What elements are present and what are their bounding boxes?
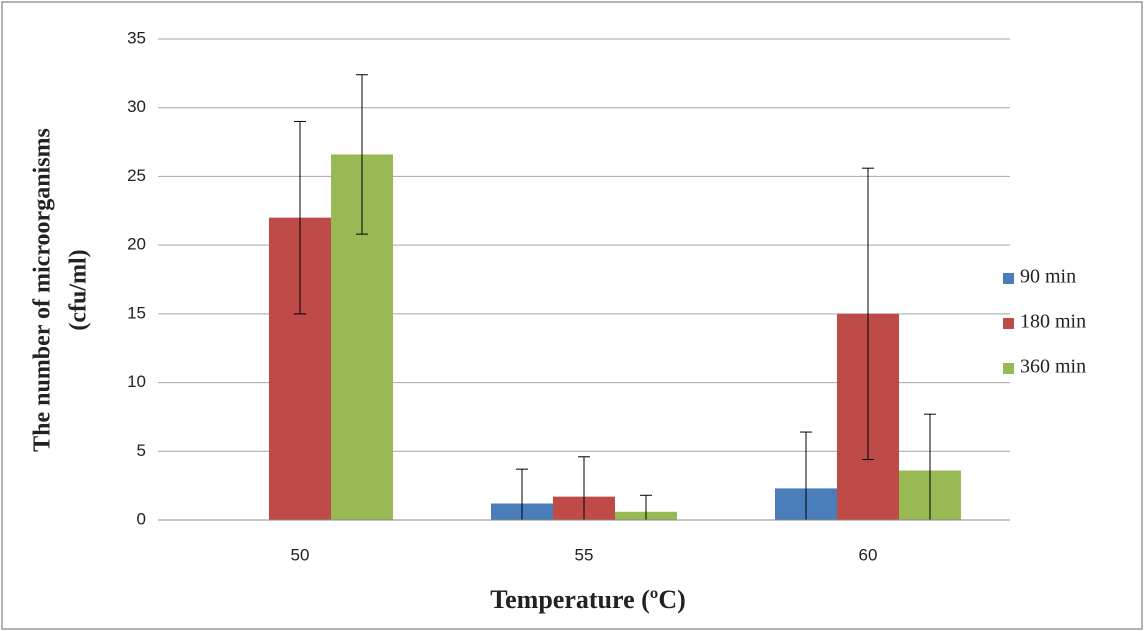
y-tick-label: 20 xyxy=(127,235,146,254)
y-tick-label: 25 xyxy=(127,166,146,185)
legend-swatch xyxy=(1003,363,1014,374)
legend-label: 90 min xyxy=(1020,266,1076,288)
x-tick-label: 60 xyxy=(859,545,878,564)
y-tick-label: 0 xyxy=(137,509,146,528)
legend-swatch xyxy=(1003,318,1014,329)
x-tick-label: 55 xyxy=(575,545,594,564)
y-tick-label: 30 xyxy=(127,97,146,116)
y-axis-title: The number of microorganisms xyxy=(30,128,56,452)
y-tick-label: 35 xyxy=(127,28,146,47)
y-axis-title: (cfu/ml) xyxy=(66,249,92,330)
legend-swatch xyxy=(1003,273,1014,284)
x-tick-label: 50 xyxy=(291,545,310,564)
legend-label: 360 min xyxy=(1020,356,1086,378)
x-axis-title: Temperature (ºC) xyxy=(490,585,686,614)
y-tick-label: 10 xyxy=(127,372,146,391)
legend-label: 180 min xyxy=(1020,311,1086,333)
y-tick-label: 15 xyxy=(127,303,146,322)
y-tick-label: 5 xyxy=(137,441,146,460)
